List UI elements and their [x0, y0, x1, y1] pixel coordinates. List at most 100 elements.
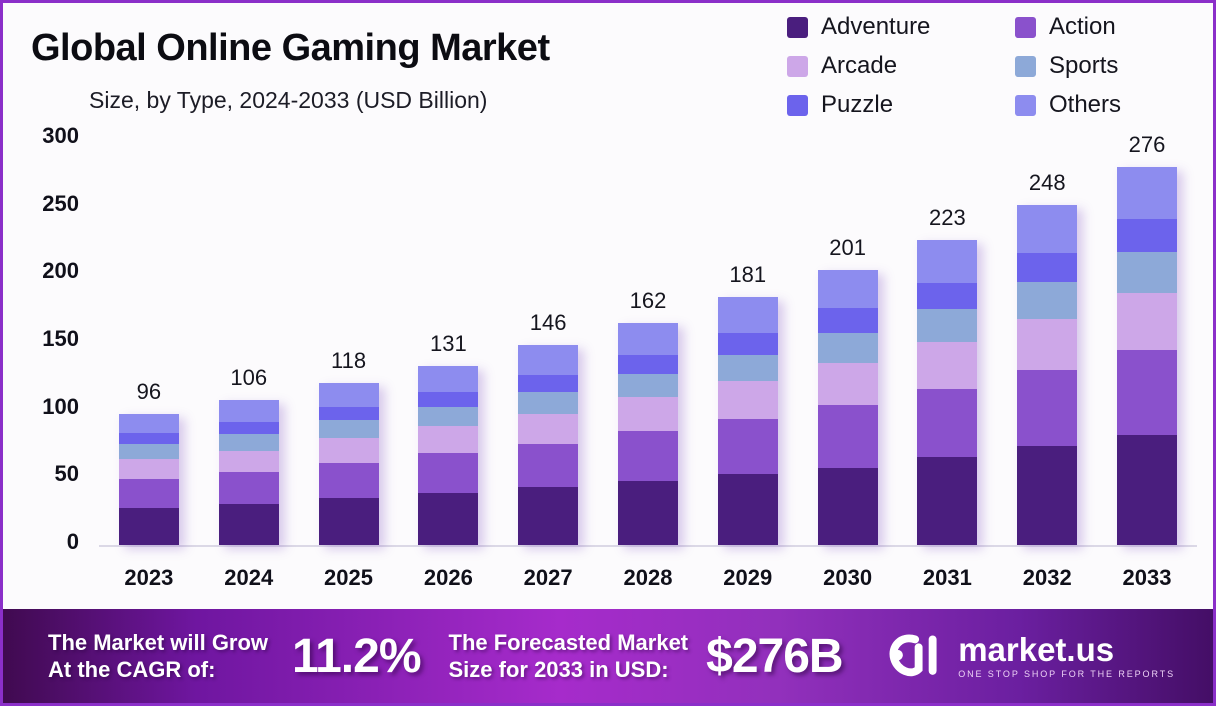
- y-tick-0: 0: [66, 529, 79, 554]
- chart-legend: Adventure Action Arcade Sports Puzzle Others: [787, 13, 1121, 119]
- market-us-logo-icon: [889, 634, 937, 677]
- bar-segment-2032-adventure: [1017, 446, 1078, 545]
- stacked-bar-2026: [418, 365, 479, 545]
- y-tick-200: 200: [42, 258, 79, 284]
- bar-total-label-2030: 201: [829, 234, 866, 260]
- bar-segment-2031-action: [917, 388, 978, 458]
- bar-segment-2033-adventure: [1117, 435, 1178, 545]
- bar-column-2027: 146: [498, 136, 598, 545]
- logo-tagline: ONE STOP SHOP FOR THE REPORTS: [958, 669, 1175, 679]
- bar-segment-2025-adventure: [318, 498, 379, 545]
- bar-segment-2032-puzzle: [1017, 253, 1078, 282]
- y-tick-300: 300: [42, 123, 79, 148]
- legend-item-adventure: Adventure: [787, 13, 1015, 41]
- bar-total-label-2033: 276: [1128, 131, 1166, 157]
- bar-segment-2028-action: [617, 431, 678, 481]
- bar-segment-2027-puzzle: [518, 375, 579, 392]
- bar-total-label-2031: 223: [929, 204, 966, 230]
- legend-swatch-adventure: [787, 16, 808, 38]
- legend-swatch-action: [1015, 16, 1036, 38]
- bar-segment-2028-arcade: [617, 397, 678, 432]
- legend-item-action: Action: [1015, 13, 1121, 41]
- legend-label: Puzzle: [821, 91, 894, 118]
- bar-segment-2026-adventure: [418, 492, 479, 545]
- bar-column-2025: 118: [299, 136, 399, 545]
- bar-segment-2024-others: [218, 399, 279, 422]
- cagr-value: 11.2%: [292, 629, 421, 683]
- bar-segment-2030-sports: [817, 332, 878, 363]
- bar-total-label-2023: 96: [136, 378, 162, 404]
- bar-segment-2032-action: [1017, 369, 1078, 447]
- x-axis: 2023 2024 2025 2026 2027 2028 2029 2030 2031 2032…: [99, 565, 1197, 591]
- legend-swatch-arcade: [787, 55, 808, 77]
- stacked-bar-2024: [218, 399, 279, 545]
- x-tick-2032: 2032: [1022, 565, 1072, 590]
- bar-segment-2033-arcade: [1117, 292, 1178, 351]
- bar-segment-2024-adventure: [218, 503, 279, 545]
- bar-segment-2023-arcade: [118, 458, 179, 480]
- bar-segment-2024-action: [218, 472, 279, 504]
- bar-segment-2025-others: [318, 383, 379, 407]
- y-tick-50: 50: [54, 461, 79, 487]
- bar-segment-2031-others: [917, 239, 978, 284]
- bar-segment-2024-sports: [218, 434, 279, 451]
- bar-segment-2032-arcade: [1017, 318, 1078, 370]
- plot-area: 96 106 118 131 146 162 181 201 223 248 276: [99, 132, 1197, 547]
- x-tick-2028: 2028: [623, 565, 673, 590]
- bar-segment-2031-arcade: [917, 342, 978, 389]
- bar-segment-2030-others: [817, 269, 878, 309]
- legend-label: Others: [1049, 91, 1122, 118]
- y-tick-100: 100: [42, 393, 79, 419]
- bar-segment-2029-sports: [717, 354, 778, 381]
- legend-item-others: Others: [1015, 91, 1121, 119]
- bar-segment-2026-others: [418, 365, 479, 392]
- bar-segment-2025-arcade: [318, 438, 379, 463]
- bar-segment-2027-adventure: [518, 487, 579, 545]
- page-title: Global Online Gaming Market: [31, 27, 550, 69]
- bar-segment-2029-adventure: [717, 473, 778, 545]
- bar-segment-2029-others: [717, 297, 778, 333]
- bar-segment-2031-puzzle: [917, 283, 978, 310]
- bar-segment-2027-arcade: [518, 413, 579, 444]
- bar-segment-2023-sports: [118, 443, 179, 459]
- cagr-label: The Market will Grow At the CAGR of:: [48, 630, 269, 682]
- bar-column-2032: 248: [997, 136, 1097, 545]
- bar-segment-2033-action: [1117, 350, 1178, 436]
- stacked-bar-2027: [518, 345, 579, 545]
- legend-swatch-puzzle: [787, 94, 808, 116]
- bar-segment-2026-action: [418, 453, 479, 493]
- bar-segment-2033-sports: [1117, 251, 1178, 293]
- bar-column-2029: 181: [698, 136, 798, 545]
- logo-text: market.us: [958, 631, 1115, 668]
- bar-total-label-2024: 106: [230, 364, 268, 390]
- x-tick-2024: 2024: [224, 565, 274, 590]
- forecast-value: $276B: [706, 629, 843, 683]
- bar-total-label-2028: 162: [629, 288, 667, 314]
- bar-segment-2025-puzzle: [318, 406, 379, 421]
- bar-segment-2023-action: [118, 479, 179, 509]
- bar-column-2024: 106: [199, 136, 299, 545]
- bar-segment-2024-arcade: [218, 450, 279, 473]
- stacked-bar-2023: [118, 413, 179, 545]
- bar-segment-2032-others: [1017, 205, 1078, 254]
- bar-total-label-2026: 131: [429, 330, 467, 356]
- stacked-bar-2029: [717, 297, 778, 545]
- stacked-bar-2030: [817, 269, 878, 545]
- forecast-label: The Forecasted Market Size for 2033 in U…: [448, 630, 689, 682]
- bar-segment-2033-others: [1117, 166, 1178, 219]
- x-tick-2031: 2031: [922, 565, 972, 590]
- legend-label: Sports: [1049, 52, 1119, 79]
- bar-segment-2029-arcade: [717, 380, 778, 419]
- bar-segment-2027-action: [518, 443, 579, 488]
- bar-total-label-2032: 248: [1028, 170, 1066, 196]
- legend-item-sports: Sports: [1015, 52, 1121, 80]
- bar-segment-2027-others: [518, 345, 579, 376]
- bar-segment-2029-action: [717, 418, 778, 474]
- legend-swatch-sports: [1015, 55, 1036, 77]
- x-tick-2027: 2027: [523, 565, 573, 590]
- bar-segment-2025-action: [318, 462, 379, 499]
- legend-label: Action: [1049, 13, 1116, 40]
- stacked-bar-2025: [318, 383, 379, 545]
- footer-banner: The Market will Grow At the CAGR of: 11.…: [3, 609, 1213, 703]
- bar-segment-2023-others: [118, 413, 179, 433]
